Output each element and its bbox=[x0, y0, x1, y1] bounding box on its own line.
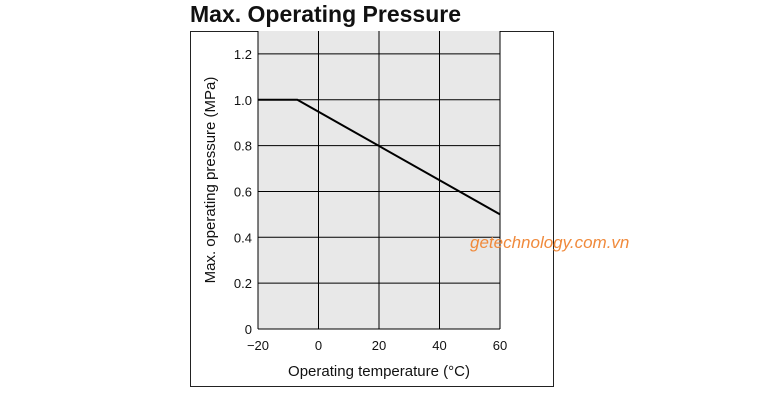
x-tick-label: 0 bbox=[315, 338, 322, 353]
y-tick-label: 1.2 bbox=[234, 47, 252, 62]
x-tick-label: 20 bbox=[372, 338, 386, 353]
watermark: getechnology.com.vn bbox=[470, 233, 630, 252]
x-axis-label: Operating temperature (°C) bbox=[288, 363, 470, 380]
y-tick-label: 0.8 bbox=[234, 139, 252, 154]
x-tick-label: −20 bbox=[247, 338, 269, 353]
pressure-line bbox=[258, 98, 501, 216]
x-tick-label: 40 bbox=[432, 338, 446, 353]
y-tick-label: 0.2 bbox=[234, 276, 252, 291]
y-tick-label: 0 bbox=[245, 322, 252, 337]
y-tick-label: 1.0 bbox=[234, 93, 252, 108]
chart-title: Max. Operating Pressure bbox=[190, 1, 461, 27]
x-tick-label: 60 bbox=[493, 338, 507, 353]
y-axis-label: Max. operating pressure (MPa) bbox=[202, 77, 219, 284]
y-tick-label: 0.4 bbox=[234, 230, 252, 245]
y-tick-label: 0.6 bbox=[234, 184, 252, 199]
